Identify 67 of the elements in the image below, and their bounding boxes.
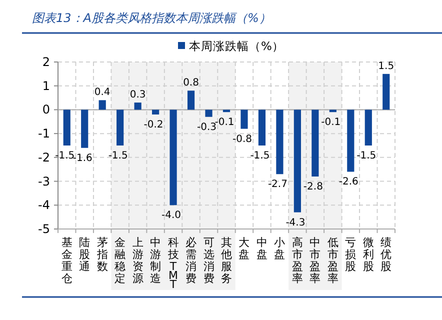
data-label: -0.1 [321, 117, 341, 128]
y-tick-label: 1 [42, 78, 50, 93]
x-tick-label: 高市盈率 [292, 236, 303, 285]
y-tick-label: -1 [38, 126, 50, 141]
data-label: -1.5 [55, 150, 75, 162]
legend-label: 本周涨跌幅（%） [189, 39, 284, 53]
data-label: -1.6 [72, 152, 92, 164]
chart-title: 图表13：A股各类风格指数本周涨跌幅（%） [32, 11, 271, 25]
data-label: -2.8 [303, 182, 323, 193]
data-label: 0.4 [94, 87, 110, 98]
bar [276, 110, 284, 174]
x-tick-label: 中游制造 [150, 236, 162, 285]
x-tick-label: 小盘 [274, 236, 286, 261]
bar [205, 110, 212, 117]
x-tick-label: 中盘 [256, 236, 268, 261]
x-tick-label: 可选消费 [203, 236, 214, 285]
data-label: -4.0 [162, 210, 182, 222]
x-tick-label: 上游资源 [132, 236, 144, 285]
bar [170, 110, 177, 206]
bar [187, 90, 195, 110]
bar [347, 110, 354, 172]
bar [152, 110, 160, 114]
data-label: -0.8 [232, 134, 252, 145]
x-tick-label: 低市盈率 [327, 236, 338, 285]
data-label: -0.1 [214, 117, 234, 128]
bar [222, 110, 230, 112]
bar [81, 110, 88, 148]
data-label: -1.5 [108, 150, 128, 162]
x-tick-label: 必需消费 [186, 236, 197, 285]
x-tick-label: 大盘 [238, 236, 250, 261]
bar [116, 110, 124, 146]
bar [294, 110, 301, 212]
bar [63, 110, 70, 146]
y-tick-label: 0 [42, 102, 50, 117]
data-label: 0.3 [130, 90, 146, 101]
x-tick-label: 科技TMT [166, 236, 179, 291]
bar [312, 110, 319, 177]
x-tick-label: 基金重仓 [61, 236, 72, 285]
bar [240, 110, 248, 129]
data-label: -4.3 [286, 217, 306, 228]
data-label: -1.5 [356, 150, 376, 162]
bar [98, 100, 106, 110]
x-tick-label: 绩优股 [380, 236, 392, 273]
data-label: -0.3 [197, 122, 217, 133]
x-tick-label: 亏损股 [345, 236, 356, 273]
x-tick-label: 其他服务 [221, 236, 232, 285]
data-label: 1.5 [378, 60, 394, 72]
x-tick-label: 中市盈率 [310, 236, 321, 285]
bar [329, 110, 336, 112]
bar [364, 110, 372, 146]
y-tick-label: -4 [38, 198, 50, 212]
bar [258, 110, 266, 146]
data-label: -1.5 [250, 150, 270, 162]
data-label: 0.8 [183, 78, 199, 89]
bar [382, 74, 390, 110]
y-tick-label: 2 [42, 55, 50, 69]
data-label: -0.2 [144, 119, 164, 130]
y-tick-label: -3 [38, 174, 50, 188]
bar [134, 102, 142, 110]
y-tick-label: -5 [38, 222, 50, 236]
x-tick-label: 微利股 [362, 236, 374, 273]
data-label: -2.7 [268, 179, 288, 190]
x-tick-label: 茅指数 [96, 236, 108, 273]
y-tick-label: -2 [38, 150, 50, 164]
x-tick-label: 金融稳定 [114, 236, 126, 285]
data-label: -2.6 [338, 176, 358, 188]
x-tick-label: 陆股通 [79, 236, 90, 273]
